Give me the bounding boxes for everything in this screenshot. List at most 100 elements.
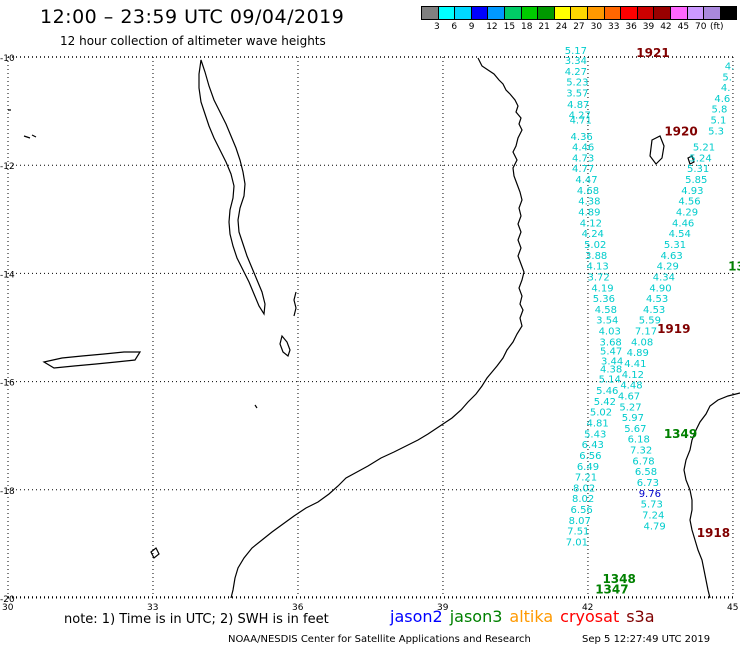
swh-value: 4.38 [600, 364, 622, 375]
swh-value: 5.23 [566, 78, 588, 89]
swh-value: 6.56 [571, 505, 593, 516]
lon-label: 36 [292, 603, 304, 613]
swh-value: 4.6 [714, 94, 730, 105]
swh-value: 5.67 [624, 424, 646, 435]
swh-value: 4.73 [572, 153, 594, 164]
swh-value: 4.36 [571, 132, 593, 143]
lon-label: 42 [582, 603, 593, 613]
swh-value: 6.43 [582, 440, 604, 451]
swh-value: 8.02 [572, 494, 594, 505]
river-shire [293, 291, 297, 317]
swh-value: 6.58 [635, 467, 657, 478]
colorbar-tick: 9 [468, 22, 475, 32]
swh-value: 5.21 [693, 143, 715, 154]
swh-value: 5.43 [584, 429, 606, 440]
generated-timestamp: Sep 5 12:27:49 UTC 2019 [582, 634, 711, 645]
swh-value: 4.93 [681, 186, 703, 197]
swh-value: 5.1 [710, 116, 726, 127]
swh-value: 4.27 [565, 67, 587, 78]
legend-cryosat: cryosat [560, 607, 620, 626]
swh-value: 4.46 [572, 143, 594, 154]
swh-value: 7.51 [567, 527, 589, 538]
swh-value: 5.02 [590, 408, 612, 419]
swh-value: 5.27 [619, 402, 641, 413]
swh-value: 7.32 [630, 446, 652, 457]
swh-value: 4.13 [586, 262, 608, 273]
swh-value: 3.44 [601, 356, 623, 367]
swh-value: 5.24 [689, 153, 711, 164]
swh-value: 3.34 [565, 56, 587, 67]
swh-value: 4.19 [591, 283, 613, 294]
colorbar-tick: 36 [625, 22, 637, 32]
swh-value: 4.12 [622, 370, 644, 381]
swh-value: 5.42 [594, 397, 616, 408]
colorbar-tick: 12 [486, 22, 498, 32]
footer-note: note: 1) Time is in UTC; 2) SWH is in fe… [64, 612, 329, 627]
colorbar-tick: 70 [695, 22, 707, 32]
swh-value: 8.07 [569, 516, 591, 527]
colorbar-tick: 30 [590, 22, 603, 32]
swh-value: 5.8 [711, 105, 727, 116]
swh-value: 5.73 [641, 500, 663, 511]
colorbar-tick: 33 [608, 22, 620, 32]
swh-value: 4.34 [653, 272, 675, 283]
swh-value: 5.31 [687, 164, 709, 175]
swh-value: 4.29 [657, 262, 679, 273]
pass-number: 1350 [728, 260, 740, 274]
swh-value: 5.36 [593, 294, 615, 305]
colorbar-tick: 18 [521, 22, 533, 32]
swh-value: 5.97 [622, 413, 644, 424]
swh-value: 6.56 [579, 451, 601, 462]
swh-value: 3.57 [566, 88, 588, 99]
lat-label: -12 [0, 162, 15, 172]
swh-value: 5.14 [599, 375, 621, 386]
pass-number: 1920 [664, 124, 697, 138]
swh-value: 4.67 [618, 391, 640, 402]
swh-value: 9.76 [639, 489, 661, 500]
colorbar-tick: 39 [642, 22, 655, 32]
swh-value: 5.31 [664, 240, 686, 251]
page-title: 12:00 – 23:59 UTC 09/04/2019 [40, 6, 345, 28]
swh-value: 7.17 [635, 327, 657, 338]
lat-label: -20 [0, 595, 15, 605]
swh-value: 4.47 [575, 175, 597, 186]
lake-bangweulu [42, 351, 142, 369]
swh-value: 4.03 [599, 327, 621, 338]
swh-value: 5.02 [584, 240, 606, 251]
legend-jason3: jason3 [449, 607, 503, 626]
pass-number: 1349 [664, 427, 697, 441]
colorbar-tick: 3 [434, 22, 440, 32]
swh-value: 5.3 [708, 126, 724, 137]
swh-value: 4.53 [643, 305, 665, 316]
swh-value: 4.71 [570, 116, 592, 127]
swh-value: 4.46 [672, 218, 694, 229]
pass-number: 1348 [602, 572, 635, 586]
colorbar-tick: 24 [555, 22, 568, 32]
comoros-island [649, 135, 665, 165]
colorbar [421, 6, 738, 20]
swh-value: 4.53 [646, 294, 668, 305]
swh-value: 5.46 [596, 386, 618, 397]
colorbar-tick: 27 [573, 22, 585, 32]
pass-number: 1347 [595, 583, 628, 597]
swh-value: 4.79 [644, 521, 666, 532]
colorbar-tick: 15 [503, 22, 516, 32]
swh-value: 6.18 [628, 435, 650, 446]
swh-value: 4.38 [578, 197, 600, 208]
swh-value: 7.21 [575, 473, 597, 484]
colorbar-tick: 42 [660, 22, 672, 32]
swh-value: 4.87 [567, 100, 589, 111]
swh-value: 5.17 [565, 46, 587, 57]
pass-number: 1918 [697, 526, 730, 540]
swh-value: 4.58 [595, 305, 617, 316]
swh-value: 5.47 [600, 347, 622, 358]
pass-number: 1921 [636, 46, 669, 60]
swh-value: 4.77 [572, 164, 594, 175]
lat-label: -16 [0, 379, 15, 389]
swh-value: 4.81 [586, 419, 608, 430]
lat-label: -10 [0, 54, 15, 64]
swh-value: 3.72 [587, 272, 609, 283]
swh-value: 6.49 [577, 462, 599, 473]
swh-value: 4.12 [580, 218, 602, 229]
